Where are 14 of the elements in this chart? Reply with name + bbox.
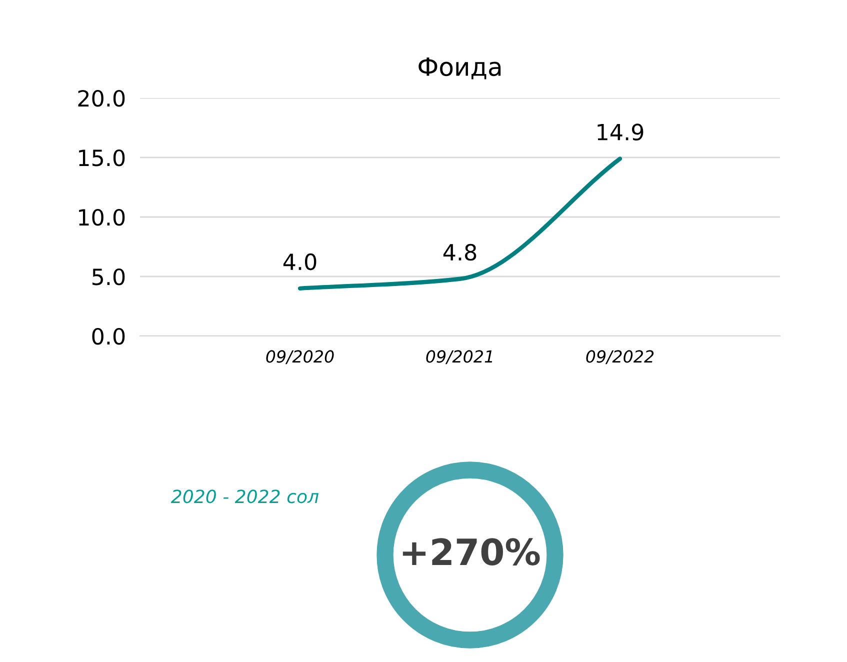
chart-title: Фоида	[418, 58, 501, 80]
data-label: 14.9	[598, 124, 644, 140]
y-tick-label: 20.0	[78, 90, 125, 107]
x-tick-label: 09/2020	[266, 350, 334, 364]
y-tick-label: 10.0	[79, 208, 125, 226]
x-tick-label: 09/2021	[426, 350, 492, 364]
data-label: 4.8	[443, 244, 476, 261]
y-tick-label: 5.0	[92, 268, 125, 286]
y-tick-label: 15.0	[79, 149, 125, 166]
y-tick-label: 0.0	[92, 328, 125, 345]
x-tick-label: 09/2022	[586, 350, 654, 364]
text: 2020 - 2022 сол	[170, 490, 319, 504]
text: +270%	[402, 538, 540, 566]
data-label: 4.0	[283, 253, 316, 270]
